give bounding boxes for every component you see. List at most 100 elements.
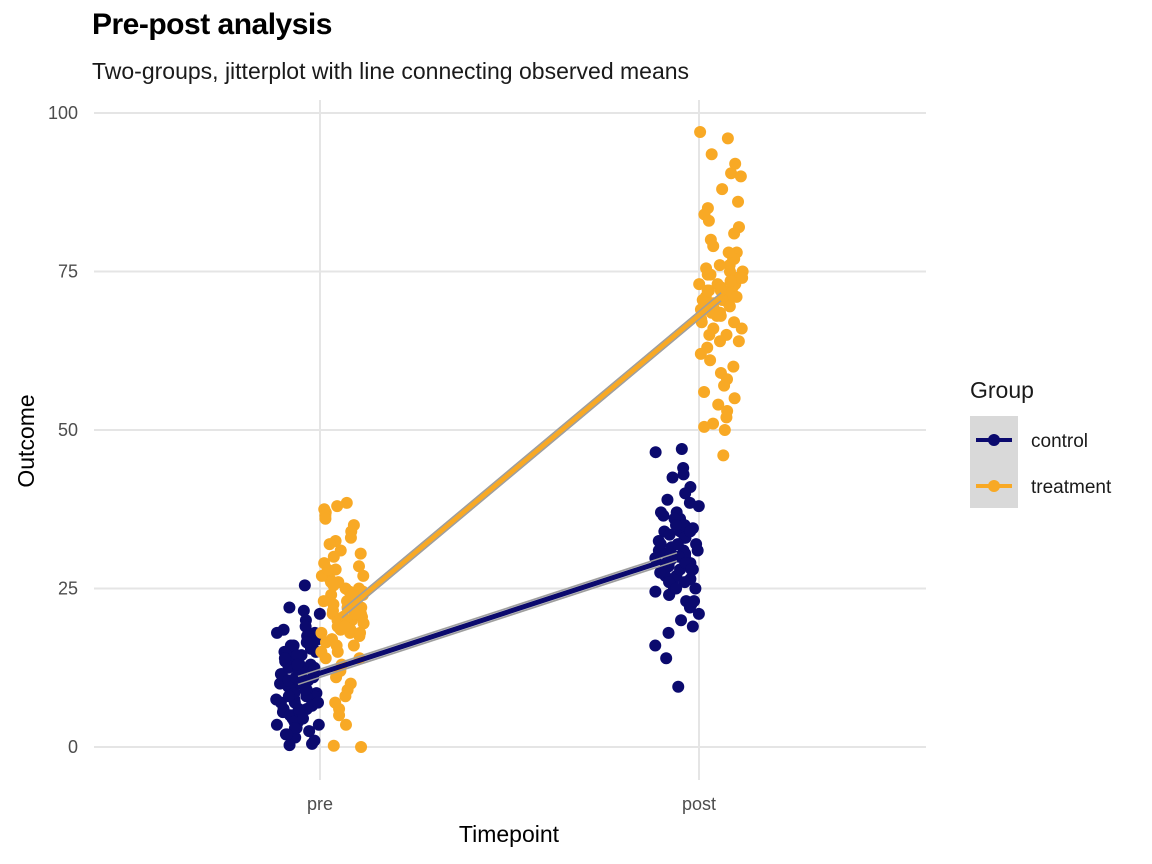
- treatment-point: [736, 271, 749, 284]
- y-tick-label: 75: [58, 262, 78, 282]
- control-point: [663, 528, 676, 541]
- treatment-point: [326, 604, 339, 617]
- treatment-point: [703, 328, 716, 341]
- treatment-ci-edge: [341, 292, 722, 611]
- legend: Group control treatment: [970, 377, 1112, 508]
- legend-label-control: control: [1031, 431, 1088, 452]
- control-point: [671, 538, 684, 551]
- chart-title: Pre-post analysis: [92, 8, 332, 41]
- treatment-point: [717, 449, 730, 462]
- treatment-point: [352, 560, 365, 573]
- treatment-point: [729, 157, 742, 170]
- treatment-point: [347, 639, 360, 652]
- points-layer: [270, 126, 749, 753]
- treatment-point: [694, 347, 707, 360]
- treatment-point: [317, 595, 330, 608]
- treatment-point: [694, 126, 707, 139]
- control-point: [306, 737, 319, 750]
- treatment-point: [327, 550, 340, 563]
- treatment-point: [722, 246, 735, 259]
- control-point: [689, 582, 702, 595]
- control-point: [654, 506, 667, 519]
- treatment-point: [720, 411, 733, 424]
- control-point: [649, 446, 662, 459]
- treatment-point: [327, 739, 340, 752]
- x-axis-ticks: pre post: [307, 794, 716, 814]
- control-point: [684, 525, 697, 538]
- control-point: [270, 693, 283, 706]
- treatment-point: [333, 709, 346, 722]
- control-point: [313, 607, 326, 620]
- treatment-point: [698, 385, 711, 398]
- y-tick-label: 25: [58, 579, 78, 599]
- treatment-point: [340, 496, 353, 509]
- control-point: [661, 493, 674, 506]
- control-point: [281, 728, 294, 741]
- control-point: [670, 519, 683, 532]
- legend-title: Group: [970, 377, 1034, 403]
- control-point: [679, 487, 692, 500]
- treatment-point: [732, 195, 745, 208]
- treatment-point: [321, 563, 334, 576]
- control-point: [672, 680, 685, 693]
- treatment-point: [714, 284, 727, 297]
- control-point: [654, 538, 667, 551]
- legend-key-point: [988, 480, 1000, 492]
- legend-key-point: [988, 434, 1000, 446]
- treatment-point: [724, 275, 737, 288]
- treatment-point: [723, 300, 736, 313]
- control-ci-edge: [297, 560, 678, 686]
- treatment-point: [330, 639, 343, 652]
- treatment-point: [730, 290, 743, 303]
- grid: [94, 100, 926, 780]
- legend-key-background: [970, 416, 1018, 508]
- control-point: [300, 636, 313, 649]
- treatment-point: [323, 538, 336, 551]
- treatment-point: [698, 420, 711, 433]
- control-point: [278, 652, 291, 665]
- treatment-point: [319, 652, 332, 665]
- treatment-point: [700, 262, 713, 275]
- treatment-point: [315, 626, 328, 639]
- treatment-point: [732, 335, 745, 348]
- control-point: [296, 712, 309, 725]
- y-tick-label: 0: [68, 737, 78, 757]
- control-point: [299, 620, 312, 633]
- control-point: [678, 576, 691, 589]
- control-point: [692, 500, 705, 513]
- control-point: [283, 739, 296, 752]
- control-point: [692, 607, 705, 620]
- control-point: [297, 604, 310, 617]
- treatment-point: [354, 547, 367, 560]
- control-point: [686, 620, 699, 633]
- treatment-point: [702, 214, 715, 227]
- control-point: [670, 582, 683, 595]
- control-point: [688, 595, 701, 608]
- treatment-mean-line: [340, 294, 723, 616]
- x-tick-label: post: [682, 794, 716, 814]
- control-point: [662, 626, 675, 639]
- control-point: [271, 626, 284, 639]
- treatment-point: [725, 167, 738, 180]
- control-point: [685, 563, 698, 576]
- x-axis-title: Timepoint: [459, 821, 560, 847]
- control-point: [675, 443, 688, 456]
- treatment-point: [728, 227, 741, 240]
- treatment-point: [357, 569, 370, 582]
- control-point: [660, 652, 673, 665]
- treatment-point: [344, 531, 357, 544]
- treatment-point: [713, 259, 726, 272]
- y-tick-label: 100: [48, 103, 78, 123]
- treatment-point: [330, 671, 343, 684]
- treatment-point: [354, 626, 367, 639]
- treatment-point: [707, 240, 720, 253]
- control-point: [675, 614, 688, 627]
- treatment-point: [704, 354, 717, 367]
- mean-lines: [297, 292, 723, 686]
- x-tick-label: pre: [307, 794, 333, 814]
- treatment-point: [716, 183, 729, 196]
- y-axis-title: Outcome: [13, 394, 39, 487]
- treatment-point: [718, 379, 731, 392]
- treatment-point: [331, 500, 344, 513]
- treatment-point: [735, 322, 748, 335]
